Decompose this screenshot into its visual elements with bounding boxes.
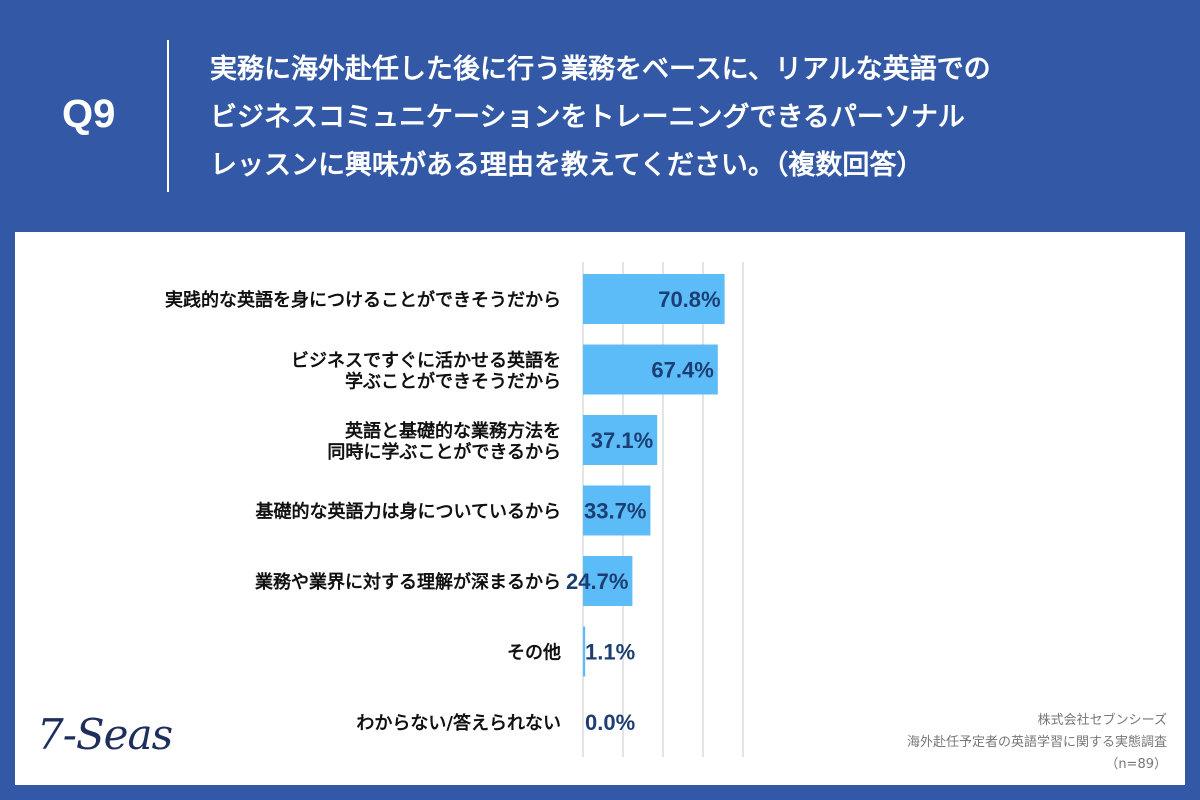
value-label: 37.1% [591, 428, 653, 453]
category-label: 基礎的な英語力は身についているから [255, 501, 561, 523]
value-label: 0.0% [585, 710, 635, 735]
value-label: 24.7% [566, 569, 628, 594]
bar [583, 485, 651, 536]
value-label: 1.1% [585, 640, 635, 665]
question-text: 実務に海外赴任した後に行う業務をベースに、リアルな英語での ビジネスコミュニケー… [210, 46, 1170, 190]
question-line: ビジネスコミュニケーションをトレーニングできるパーソナル [210, 102, 965, 133]
category-label: その他 [507, 642, 561, 664]
value-label: 67.4% [651, 358, 713, 383]
source-note: 株式会社セブンシーズ 海外赴任予定者の英語学習に関する実態調査 （n=89） [907, 710, 1167, 776]
question-line: 実務に海外赴任した後に行う業務をベースに、リアルな英語での [210, 54, 991, 85]
brand-logo: 7-Seas [37, 710, 173, 759]
bar [583, 415, 658, 465]
bar [583, 626, 586, 677]
bar [583, 556, 633, 606]
value-label: 33.7% [584, 499, 646, 524]
source-sample-size: （n=89） [1105, 757, 1167, 772]
category-label: わからない/答えられない [356, 712, 561, 734]
question-line: レッスンに興味がある理由を教えてください。（複数回答） [210, 150, 924, 181]
header: Q9 実務に海外赴任した後に行う業務をベースに、リアルな英語での ビジネスコミュ… [0, 0, 1200, 230]
bar [583, 274, 725, 324]
header-divider [167, 40, 169, 192]
category-label: 業務や業界に対する理解が深まるから [254, 571, 561, 593]
source-survey: 海外赴任予定者の英語学習に関する実態調査 [906, 735, 1167, 750]
category-label: ビジネスですぐに活かせる英語を学ぶことができそうだから [291, 350, 561, 393]
question-number: Q9 [62, 92, 116, 136]
category-label: 英語と基礎的な業務方法を同時に学ぶことができるから [327, 420, 561, 463]
bar [583, 344, 718, 395]
bar-chart: 実践的な英語を身につけることができそうだから 70.8% ビジネスですぐに活かせる英… [165, 262, 744, 757]
value-label: 70.8% [658, 287, 720, 312]
source-company: 株式会社セブンシーズ [1037, 713, 1167, 728]
chart-panel: 実践的な英語を身につけることができそうだから 70.8% ビジネスですぐに活かせる英… [15, 232, 1185, 785]
category-label: 実践的な英語を身につけることができそうだから [165, 289, 561, 311]
